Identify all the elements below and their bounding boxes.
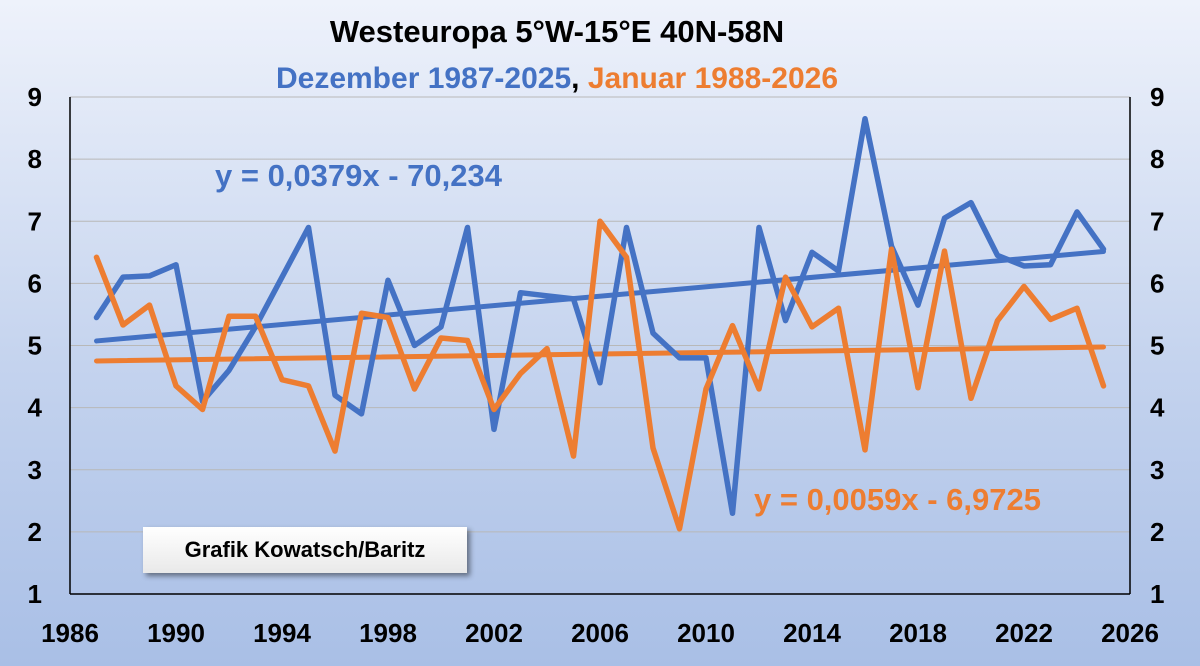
y-tick-left-5: 5 (28, 331, 42, 361)
trend-equation-december: y = 0,0379x - 70,234 (215, 158, 503, 193)
x-tick-1986: 1986 (41, 618, 99, 648)
trendline-1 (94, 344, 1106, 364)
chart-subtitle: Dezember 1987-2025, Januar 1988-2026 (276, 62, 838, 95)
chart-title: Westeuropa 5°W-15°E 40N-58N (330, 14, 784, 49)
x-tick-1990: 1990 (147, 618, 205, 648)
x-tick-2010: 2010 (677, 618, 735, 648)
subtitle-part-1: , (571, 62, 579, 95)
x-tick-2002: 2002 (465, 618, 523, 648)
y-tick-right-2: 2 (1150, 517, 1164, 547)
y-tick-right-3: 3 (1150, 455, 1164, 485)
y-tick-right-5: 5 (1150, 331, 1164, 361)
y-tick-left-4: 4 (28, 393, 43, 423)
y-tick-left-7: 7 (28, 206, 42, 236)
y-tick-left-8: 8 (28, 144, 42, 174)
y-tick-right-1: 1 (1150, 579, 1164, 609)
y-tick-left-2: 2 (28, 517, 42, 547)
y-tick-right-8: 8 (1150, 144, 1164, 174)
x-tick-1994: 1994 (253, 618, 311, 648)
y-tick-left-1: 1 (28, 579, 42, 609)
y-tick-left-3: 3 (28, 455, 42, 485)
x-tick-2022: 2022 (995, 618, 1053, 648)
trend-equation-january: y = 0,0059x - 6,9725 (754, 482, 1041, 517)
y-tick-right-9: 9 (1150, 82, 1164, 112)
y-tick-left-9: 9 (28, 82, 42, 112)
credit-box: Grafik Kowatsch/Baritz (143, 527, 467, 573)
y-tick-right-7: 7 (1150, 206, 1164, 236)
x-tick-1998: 1998 (359, 618, 417, 648)
subtitle-part-0: Dezember 1987-2025 (276, 62, 571, 95)
trendline-0 (94, 248, 1106, 344)
x-tick-2018: 2018 (889, 618, 947, 648)
series-line-1 (93, 218, 1107, 532)
y-tick-right-6: 6 (1150, 268, 1164, 298)
x-tick-2026: 2026 (1101, 618, 1159, 648)
x-tick-2006: 2006 (571, 618, 629, 648)
series-line-0 (93, 115, 1107, 516)
subtitle-part-2: Januar 1988-2026 (580, 62, 839, 95)
y-tick-left-6: 6 (28, 268, 42, 298)
x-tick-2014: 2014 (783, 618, 841, 648)
y-tick-right-4: 4 (1150, 393, 1165, 423)
